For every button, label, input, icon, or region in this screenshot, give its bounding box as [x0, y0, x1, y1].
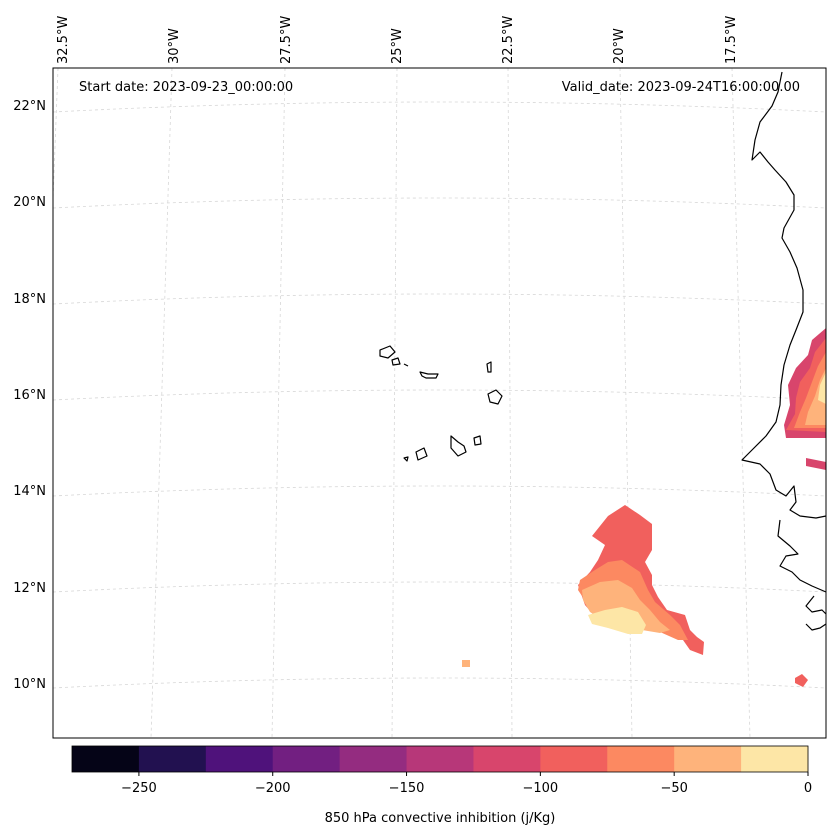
lon-label-30w: 30°W: [167, 28, 182, 64]
cin-contours: [462, 328, 826, 687]
colorbar-swatch: [473, 746, 541, 772]
colorbar-tick-label: −150: [389, 781, 425, 796]
colorbar-swatch: [406, 746, 474, 772]
lat-gridline-10n: [52, 677, 827, 689]
island-santo-antao: [379, 345, 396, 359]
lat-label-14n: 14°N: [13, 484, 46, 499]
graticule: [52, 67, 827, 739]
colorbar-swatch: [72, 746, 140, 772]
island-fogo: [415, 447, 428, 461]
lon-label-25w: 25°W: [390, 28, 405, 64]
lat-gridline-22n: [52, 101, 827, 113]
lat-label-20n: 20°N: [13, 195, 46, 210]
colorbar-tick-label: −50: [660, 781, 687, 796]
island-boa-vista: [487, 389, 503, 405]
island-sao-nicolau: [419, 371, 439, 379]
coastlines: [379, 71, 827, 631]
lat-label-12n: 12°N: [13, 581, 46, 596]
lat-label-22n: 22°N: [13, 99, 46, 114]
lat-gridline-18n: [52, 293, 827, 305]
island-maio: [473, 435, 482, 446]
colorbar-tick-label: −200: [255, 781, 291, 796]
contour-region-coast-core: [805, 368, 826, 425]
colorbar-swatch: [607, 746, 675, 772]
colorbar-tick-label: −250: [121, 781, 157, 796]
contour-region-south-core: [588, 607, 646, 634]
lat-gridline-14n: [52, 485, 827, 497]
colorbar-swatch: [339, 746, 408, 772]
start-date-label: Start date: 2023-09-23_00:00:00: [79, 80, 293, 95]
lon-gridline-27-5w: [271, 67, 286, 739]
valid-date-label: Valid_date: 2023-09-24T16:00:00.00: [562, 80, 800, 95]
lon-gridline-20w: [619, 67, 633, 739]
contour-region-se-dot: [795, 674, 808, 687]
colorbar-swatch: [741, 746, 809, 772]
colorbar-swatch: [540, 746, 608, 772]
lat-gridline-16n: [52, 389, 827, 401]
lon-gridline-30w: [150, 67, 173, 739]
lat-label-16n: 16°N: [13, 388, 46, 403]
contour-region-islet: [462, 660, 470, 667]
lon-label-22-5w: 22.5°W: [501, 16, 516, 64]
colorbar: −250 −200 −150 −100 −50 0 850 hPa convective …: [71, 745, 812, 826]
lon-label-20w: 20°W: [612, 28, 627, 64]
africa-coastline-guinea: [805, 595, 827, 631]
island-santa-luzia: [403, 363, 409, 367]
map-frame: [52, 67, 827, 739]
colorbar-title: 850 hPa convective inhibition (j/Kg): [325, 811, 556, 826]
colorbar-tick-label: −100: [523, 781, 559, 796]
lat-labels: 22°N 20°N 18°N 16°N 14°N 12°N 10°N: [13, 99, 46, 692]
colorbar-swatch: [205, 746, 274, 772]
contour-region-coast-center: [818, 372, 826, 404]
island-santiago: [450, 435, 467, 457]
lat-gridline-12n: [52, 581, 827, 593]
colorbar-swatch: [674, 746, 742, 772]
lon-label-17-5w: 17.5°W: [724, 16, 739, 64]
colorbar-tick-label: 0: [804, 781, 812, 796]
lon-label-32-5w: 32.5°W: [56, 16, 71, 64]
island-brava: [403, 456, 409, 462]
colorbar-frame: [71, 745, 809, 773]
lon-label-27-5w: 27.5°W: [279, 16, 294, 64]
contour-region-coast-strip: [806, 458, 826, 470]
lat-label-10n: 10°N: [13, 677, 46, 692]
colorbar-swatches: [72, 746, 809, 772]
lon-gridline-25w: [391, 67, 398, 739]
colorbar-swatch: [272, 746, 341, 772]
lon-gridline-32-5w: [52, 67, 59, 201]
africa-coastline-south: [777, 519, 827, 593]
colorbar-swatch: [138, 746, 207, 772]
lat-gridline-20n: [52, 197, 827, 209]
africa-coastline: [741, 71, 827, 519]
lon-gridline-22-5w: [507, 67, 513, 739]
lon-gridline-17-5w: [731, 67, 751, 739]
lon-labels: 32.5°W 30°W 27.5°W 25°W 22.5°W 20°W 17.5…: [56, 16, 739, 64]
island-sal: [486, 361, 492, 373]
colorbar-ticks: −250 −200 −150 −100 −50 0: [121, 772, 812, 796]
island-sao-vicente: [391, 357, 401, 366]
lat-label-18n: 18°N: [13, 292, 46, 307]
